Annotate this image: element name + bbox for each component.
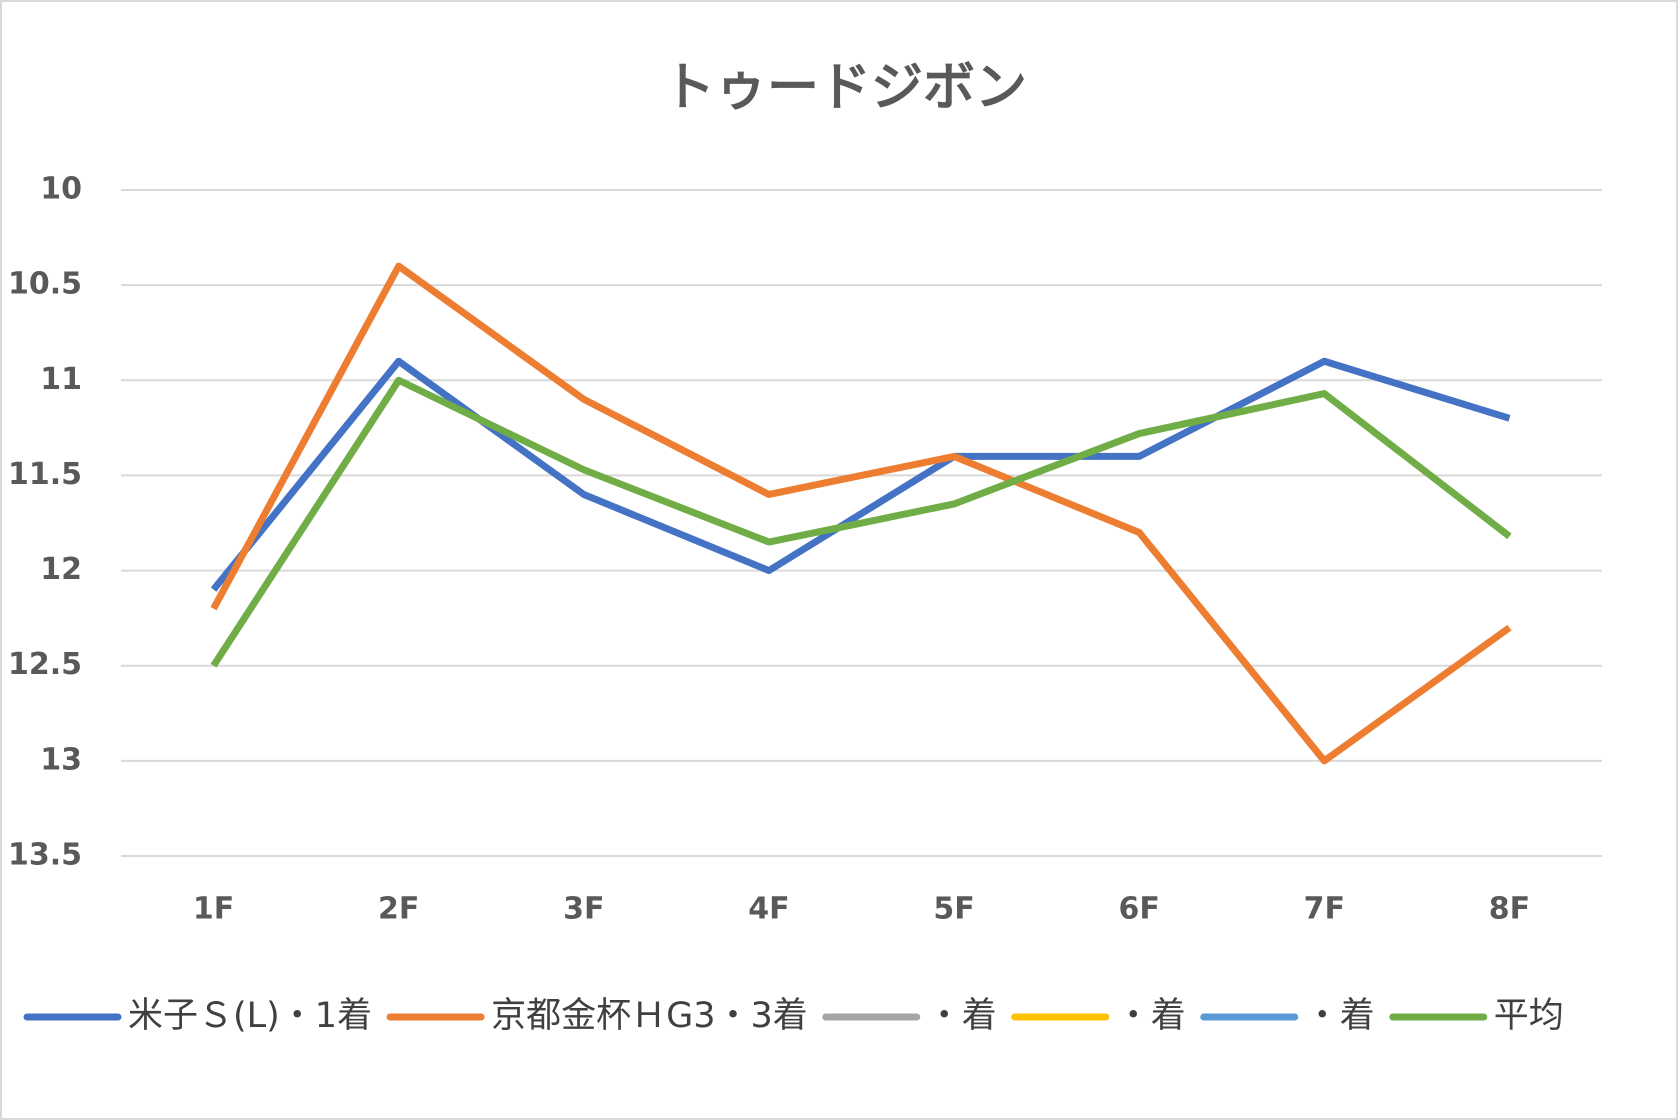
x-tick-label: 7F <box>1304 892 1345 927</box>
legend-label: 平均 <box>1494 996 1564 1036</box>
y-tick-label: 12.5 <box>8 647 82 682</box>
legend-label: ・着 <box>1305 996 1375 1036</box>
legend-label: 京都金杯ＨG3・3着 <box>491 996 808 1036</box>
x-tick-label: 2F <box>378 892 419 927</box>
y-tick-label: 13 <box>40 742 82 777</box>
legend-label: ・着 <box>1116 996 1186 1036</box>
x-tick-label: 3F <box>563 892 604 927</box>
y-tick-label: 11 <box>40 362 82 397</box>
y-tick-label: 12 <box>40 552 82 587</box>
legend-label: ・着 <box>927 996 997 1036</box>
legend-label: 米子Ｓ(L)・1着 <box>128 996 372 1036</box>
y-tick-label: 11.5 <box>8 457 82 492</box>
x-tick-label: 1F <box>193 892 234 927</box>
x-tick-label: 5F <box>933 892 974 927</box>
x-tick-label: 8F <box>1489 892 1530 927</box>
x-tick-label: 4F <box>748 892 789 927</box>
x-tick-label: 6F <box>1119 892 1160 927</box>
y-tick-label: 13.5 <box>8 838 82 873</box>
y-tick-label: 10.5 <box>8 267 82 302</box>
series-line <box>210 262 1512 765</box>
series-line <box>210 376 1512 668</box>
series-line <box>210 357 1511 592</box>
y-tick-label: 10 <box>40 172 82 207</box>
chart-title: トゥードジボン <box>663 58 1027 118</box>
